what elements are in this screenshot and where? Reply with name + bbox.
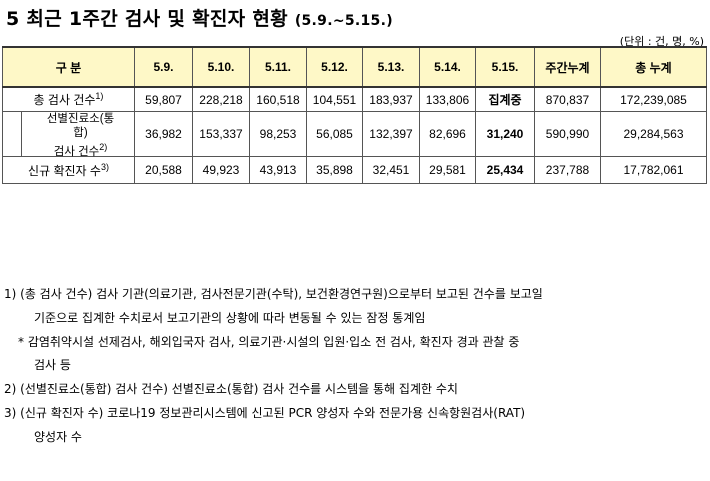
table-cell: 29,581 (419, 156, 476, 184)
table-cell: 160,518 (249, 86, 307, 112)
header-date: 5.9. (134, 46, 193, 88)
unit-label: (단위 : 건, 명, %) (619, 35, 704, 48)
table-cell: 172,239,085 (600, 86, 707, 112)
header-weekly-total: 주간누계 (534, 46, 601, 88)
table-cell: 183,937 (362, 86, 420, 112)
row-label: 신규 확진자 수3) (2, 156, 135, 184)
table-cell: 25,434 (475, 156, 535, 184)
table-cell: 49,923 (192, 156, 250, 184)
table-cell: 59,807 (134, 86, 193, 112)
header-date: 5.12. (306, 46, 363, 88)
table-row: 신규 확진자 수3) 20,588 49,923 43,913 35,898 3… (2, 156, 707, 184)
table-cell: 20,588 (134, 156, 193, 184)
header-date: 5.14. (419, 46, 476, 88)
table-cell: 153,337 (192, 111, 250, 157)
row-label-text: 신규 확진자 수 (28, 163, 101, 178)
header-cumulative-total: 총 누계 (600, 46, 707, 88)
title-text: 5 최근 1주간 검사 및 확진자 현황 (6, 8, 288, 30)
footnote-1-line: 기준으로 집계한 수치로서 보고기관의 상황에 따라 변동될 수 있는 잠정 통… (34, 310, 426, 325)
table-cell: 31,240 (475, 111, 535, 157)
table-cell: 29,284,563 (600, 111, 707, 157)
footnotes: 1) (총 검사 건수) 검사 기관(의료기관, 검사전문기관(수탁), 보건환… (4, 283, 706, 450)
footnote-star-line: * 감염취약시설 선제검사, 해외입국자 검사, 의료기관·시설의 입원·입소 … (18, 334, 520, 349)
header-date: 5.13. (362, 46, 420, 88)
table-header-row: 구 분 5.9. 5.10. 5.11. 5.12. 5.13. 5.14. 5… (2, 46, 707, 88)
row-label-line: 검사 건수 (53, 145, 100, 158)
table-cell: 집계중 (475, 86, 535, 112)
header-date: 5.11. (249, 46, 307, 88)
stats-table: 구 분 5.9. 5.10. 5.11. 5.12. 5.13. 5.14. 5… (2, 46, 707, 184)
table-cell: 35,898 (306, 156, 363, 184)
footnote-ref: 3) (100, 161, 109, 172)
footnote-ref: 1) (95, 91, 104, 101)
footnote-ref: 2) (99, 142, 108, 152)
table-cell: 590,990 (534, 111, 601, 157)
table-cell: 237,788 (534, 156, 601, 184)
row-label-line: 합) (73, 127, 88, 139)
title-period: (5.9.~5.15.) (294, 13, 393, 29)
table-cell: 228,218 (192, 86, 250, 112)
header-category: 구 분 (2, 46, 135, 88)
table-cell: 870,837 (534, 86, 601, 112)
table-cell: 17,782,061 (600, 156, 707, 184)
header-date: 5.15. (475, 46, 535, 88)
table-cell: 104,551 (306, 86, 363, 112)
table-cell: 36,982 (134, 111, 193, 157)
header-date: 5.10. (192, 46, 250, 88)
footnote-3-line: 3) (신규 확진자 수) 코로나19 정보관리시스템에 신고된 PCR 양성자… (4, 405, 526, 420)
footnote-3-line: 양성자 수 (34, 429, 82, 444)
table-row: 선별진료소(통 합) 검사 건수2) 36,982 153,337 98,253… (2, 111, 707, 158)
footnote-1-line: 1) (총 검사 건수) 검사 기관(의료기관, 검사전문기관(수탁), 보건환… (4, 287, 543, 301)
table-cell: 133,806 (419, 86, 476, 112)
table-row: 총 검사 건수1) 59,807 228,218 160,518 104,551… (2, 86, 707, 112)
row-label: 총 검사 건수1) (2, 86, 135, 112)
table-cell: 32,451 (362, 156, 420, 184)
page-title: 5 최근 1주간 검사 및 확진자 현황 (5.9.~5.15.) (6, 4, 393, 31)
table-cell: 43,913 (249, 156, 307, 184)
table-cell: 56,085 (306, 111, 363, 157)
table-cell: 82,696 (419, 111, 476, 157)
table-cell: 132,397 (362, 111, 420, 157)
footnote-star-line: 검사 등 (34, 358, 71, 373)
row-label-line: 선별진료소(통 (46, 113, 115, 125)
row-label-text: 총 검사 건수 (33, 93, 96, 107)
table-cell: 98,253 (249, 111, 307, 157)
footnote-2: 2) (선별진료소(통합) 검사 건수) 선별진료소(통합) 검사 건수를 시스… (4, 382, 458, 397)
row-label: 선별진료소(통 합) 검사 건수2) (2, 111, 135, 158)
